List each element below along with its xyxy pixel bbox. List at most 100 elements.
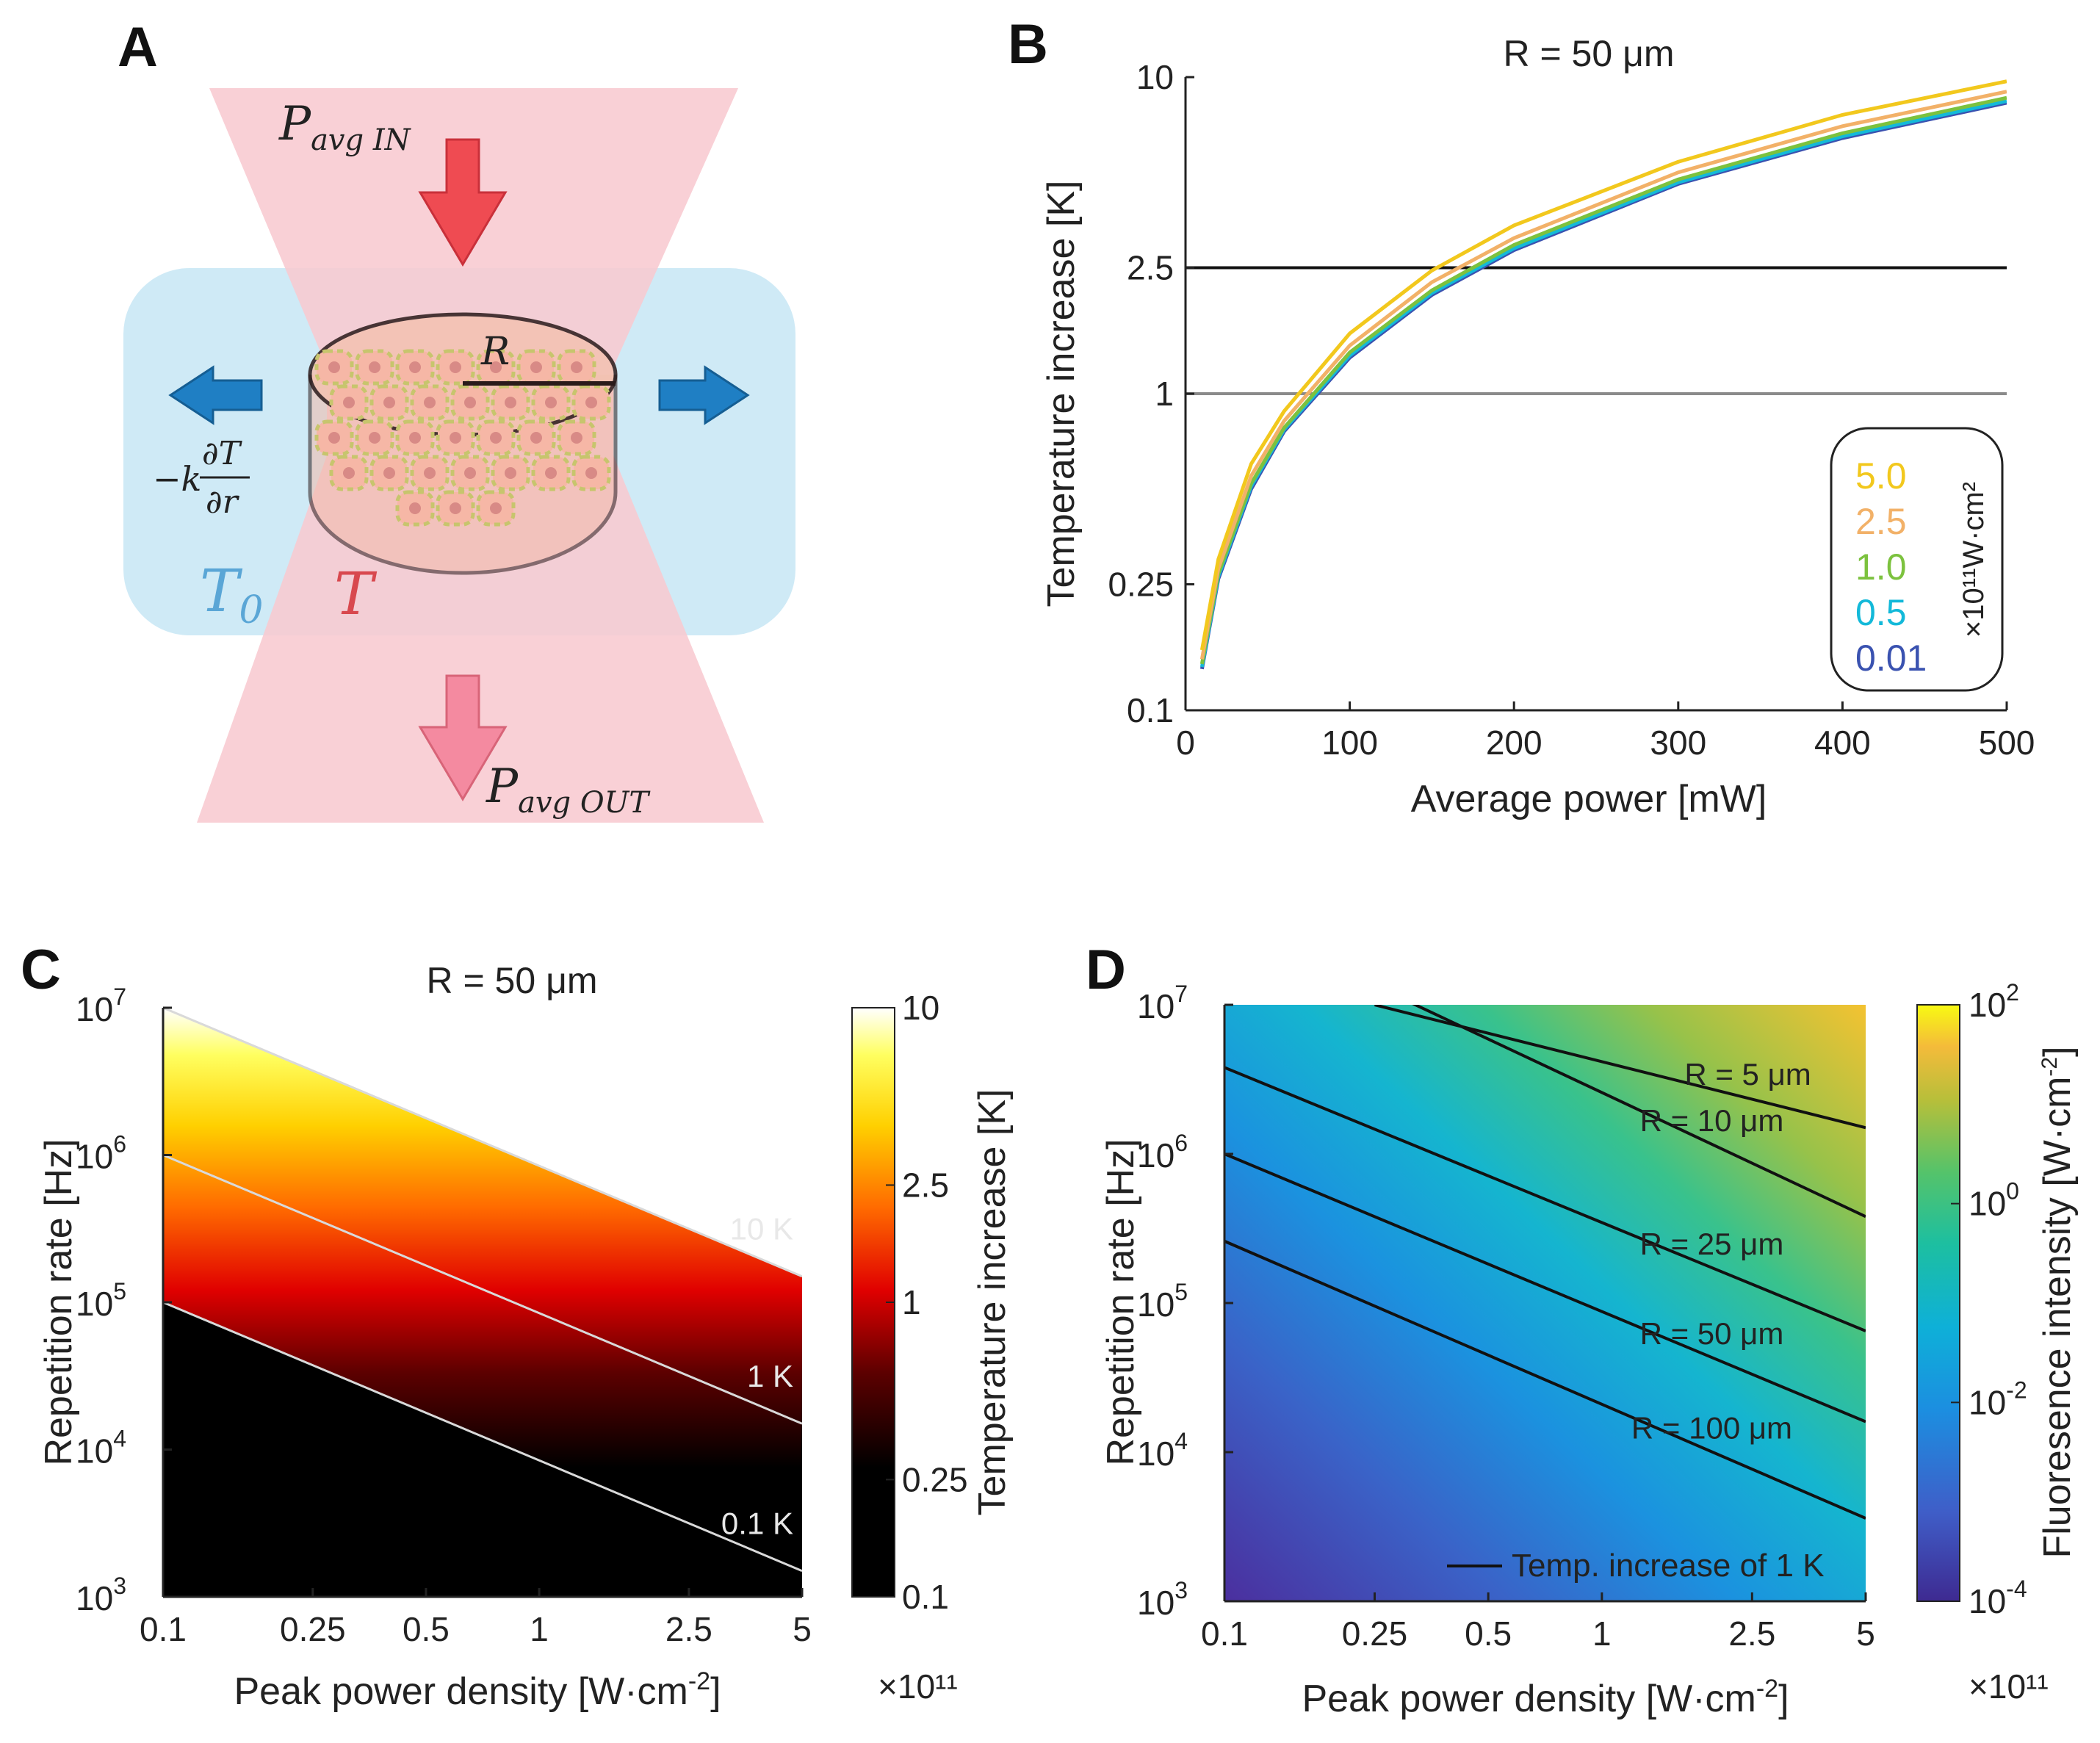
cell-nucleus	[505, 467, 516, 479]
x-tick-label: 1	[1592, 1614, 1612, 1653]
y-tick-label: 103	[1137, 1577, 1188, 1622]
legend-entry-0.01: 0.01	[1855, 638, 1927, 679]
colorbar-tick-label: 2.5	[902, 1166, 949, 1204]
x-tick-label: 0.1	[1201, 1614, 1248, 1653]
y-tick-label: 107	[76, 984, 126, 1028]
chart-b-title: R = 50 μm	[1503, 33, 1674, 74]
power-in-arrow	[418, 138, 508, 267]
x-tick-label: 500	[1979, 723, 2035, 762]
panel-letter-b: B	[1008, 13, 1048, 76]
y-tick-label: 103	[76, 1573, 126, 1617]
cell-nucleus	[585, 467, 597, 479]
colorbar-tick-label: 10	[902, 989, 939, 1027]
cell-nucleus	[369, 361, 380, 373]
radius-label: R	[480, 330, 510, 374]
cell-nucleus	[409, 432, 421, 444]
colorbar-tick-label: 102	[1969, 979, 2019, 1024]
chart-c-x-multiplier: ×10¹¹	[878, 1667, 958, 1706]
cell-nucleus	[545, 467, 557, 479]
y-tick-label: 10	[1136, 58, 1174, 96]
contour-label: R = 50 μm	[1640, 1316, 1784, 1351]
chart-d-x-multiplier: ×10¹¹	[1969, 1667, 2049, 1706]
panel-a: A Pavg IN Pavg OUT R −k ∂T ∂r T0 T	[118, 16, 795, 823]
cell-nucleus	[530, 361, 542, 373]
chart-c-colorbar-label: Temperature increase [K]	[971, 1089, 1014, 1516]
panel-b: B R = 50 μm 0 100 200 300 400 5000.10.2512.51…	[1008, 13, 2035, 820]
chart-c-xlabel: Peak power density [W·cm-2]	[234, 1667, 721, 1713]
y-tick-label: 0.1	[1127, 691, 1174, 729]
x-tick-label: 2.5	[665, 1610, 712, 1648]
chart-d-colorbar	[1916, 1004, 1960, 1602]
cell-nucleus	[328, 361, 340, 373]
cell-nucleus	[343, 397, 355, 408]
y-tick-label: 105	[76, 1278, 126, 1323]
cell-nucleus	[450, 432, 461, 444]
x-tick-label: 5	[1856, 1614, 1875, 1653]
cell-nucleus	[545, 397, 557, 408]
contour-label: R = 10 μm	[1640, 1103, 1784, 1138]
chart-b-xlabel: Average power [mW]	[1411, 778, 1767, 820]
cell-nucleus	[490, 502, 502, 514]
contour-label: R = 100 μm	[1631, 1411, 1792, 1446]
cell-nucleus	[585, 397, 597, 408]
chart-c-ylabel: Repetition rate [Hz]	[37, 1138, 80, 1465]
cell-nucleus	[383, 397, 395, 408]
colorbar-tick-label: 100	[1969, 1178, 2019, 1223]
y-tick-label: 107	[1137, 981, 1188, 1025]
chart-d-legend: Temp. increase of 1 K	[1512, 1548, 1825, 1584]
x-tick-label: 1	[530, 1610, 549, 1648]
colorbar-tick-label: 1	[902, 1283, 921, 1321]
x-tick-label: 0.5	[1465, 1614, 1512, 1653]
cell-nucleus	[409, 361, 421, 373]
cell-nucleus	[424, 397, 436, 408]
contour-line	[1224, 1152, 1866, 1423]
y-tick-label: 104	[76, 1426, 126, 1470]
cell-nucleus	[571, 361, 582, 373]
power-out-arrow	[418, 674, 508, 801]
y-tick-label: 104	[1137, 1428, 1188, 1473]
contour-line	[163, 1301, 802, 1573]
cell-nucleus	[490, 361, 502, 373]
y-tick-label: 106	[1137, 1130, 1188, 1174]
cell-nucleus	[424, 467, 436, 479]
cell-nucleus	[369, 432, 380, 444]
cell-nucleus	[328, 432, 340, 444]
cell-nucleus	[571, 432, 582, 444]
cell-nucleus	[383, 467, 395, 479]
colorbar-tick-label: 0.1	[902, 1578, 949, 1616]
legend-entry-2.5: 2.5	[1855, 501, 1907, 542]
heat-flux-right-arrow	[658, 365, 750, 425]
x-tick-label: 400	[1814, 723, 1871, 762]
cell-nucleus	[343, 467, 355, 479]
chart-b-legend-title: ×10¹¹W·cm²	[1958, 482, 1990, 638]
chart-b-legend	[1830, 427, 2004, 692]
x-tick-label: 0.25	[280, 1610, 346, 1648]
contour-label: 0.1 K	[721, 1506, 793, 1541]
x-tick-label: 200	[1486, 723, 1542, 762]
cell-nucleus	[450, 502, 461, 514]
cell-nucleus	[530, 432, 542, 444]
legend-entry-5.0: 5.0	[1855, 455, 1907, 497]
p-in-label: Pavg IN	[278, 97, 412, 157]
series-line-5.0	[1199, 79, 2007, 651]
contour-line	[1224, 1066, 1866, 1332]
panel-letter-a: A	[118, 16, 158, 79]
panel-letter-c: C	[21, 939, 61, 1001]
flux-numerator: ∂T	[202, 435, 243, 472]
x-tick-label: 2.5	[1728, 1614, 1775, 1653]
chart-d-ylabel: Repetition rate [Hz]	[1100, 1138, 1142, 1465]
y-tick-label: 105	[1137, 1279, 1188, 1324]
cell-nucleus	[464, 467, 476, 479]
cell-nucleus	[409, 502, 421, 514]
panel-c: C R = 50 μm 10 K 1 K 0.1 K 0.1 0.25 0.5 1 2.5 5…	[21, 939, 1014, 1713]
colorbar-tick-label: 10-4	[1969, 1576, 2027, 1620]
x-tick-label: 0	[1176, 723, 1195, 762]
flux-denominator: ∂r	[206, 483, 240, 521]
contour-line	[163, 1008, 802, 1278]
x-tick-label: 0.5	[403, 1610, 450, 1648]
contour-line	[1224, 1239, 1866, 1520]
chart-d-xlabel: Peak power density [W·cm-2]	[1302, 1675, 1789, 1720]
y-tick-label: 106	[76, 1131, 126, 1176]
flux-minus-k: −k	[153, 459, 201, 499]
